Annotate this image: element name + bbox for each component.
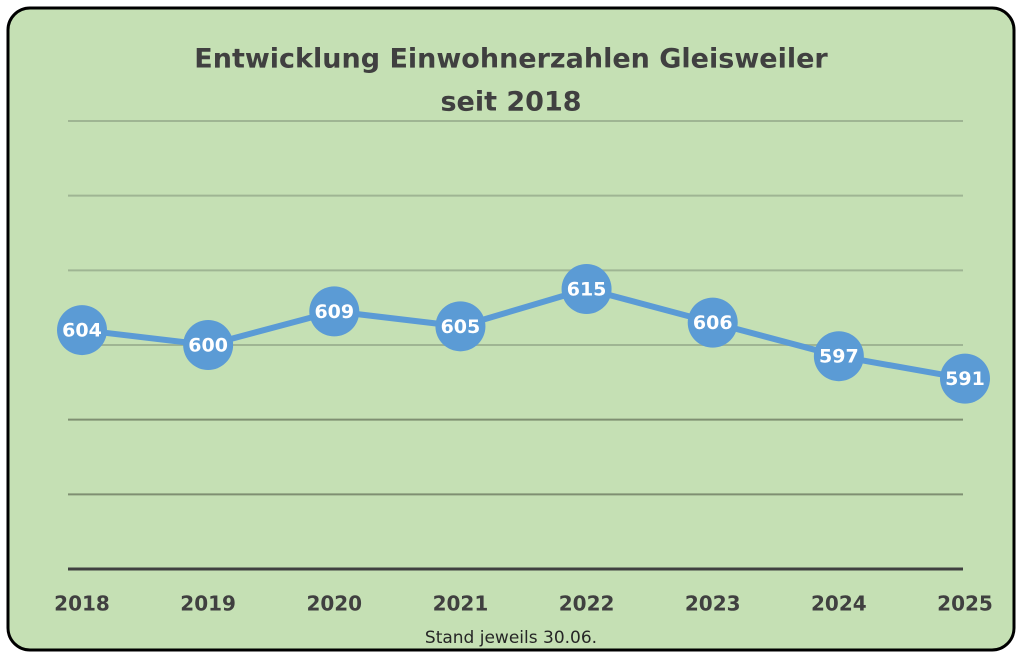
data-point [435,301,486,352]
data-point [309,286,360,337]
data-label: 609 [314,301,354,323]
data-label: 615 [567,279,607,301]
data-point [183,320,234,370]
data-point [813,331,864,382]
chart-title: seit 2018 [440,87,581,118]
data-point [687,297,738,348]
x-tick-label: 2023 [685,592,741,616]
x-tick-label: 2018 [54,592,110,616]
chart-background [6,6,1016,652]
x-tick-label: 2022 [559,592,615,616]
data-label: 600 [188,335,228,357]
data-label: 591 [945,368,985,390]
x-tick-label: 2024 [811,592,867,616]
data-point [57,305,107,356]
data-label: 605 [441,316,481,338]
data-label: 604 [62,320,102,342]
x-axis-label: Stand jeweils 30.06. [425,628,597,648]
x-tick-label: 2021 [433,592,489,616]
data-label: 597 [819,346,859,368]
x-tick-label: 2020 [306,592,362,616]
x-tick-label: 2025 [937,592,993,616]
data-point [561,264,612,314]
chart-title: Entwicklung Einwohnerzahlen Gleisweiler [194,44,828,75]
data-label: 606 [693,312,733,334]
data-point [940,353,990,404]
x-tick-label: 2019 [180,592,236,616]
